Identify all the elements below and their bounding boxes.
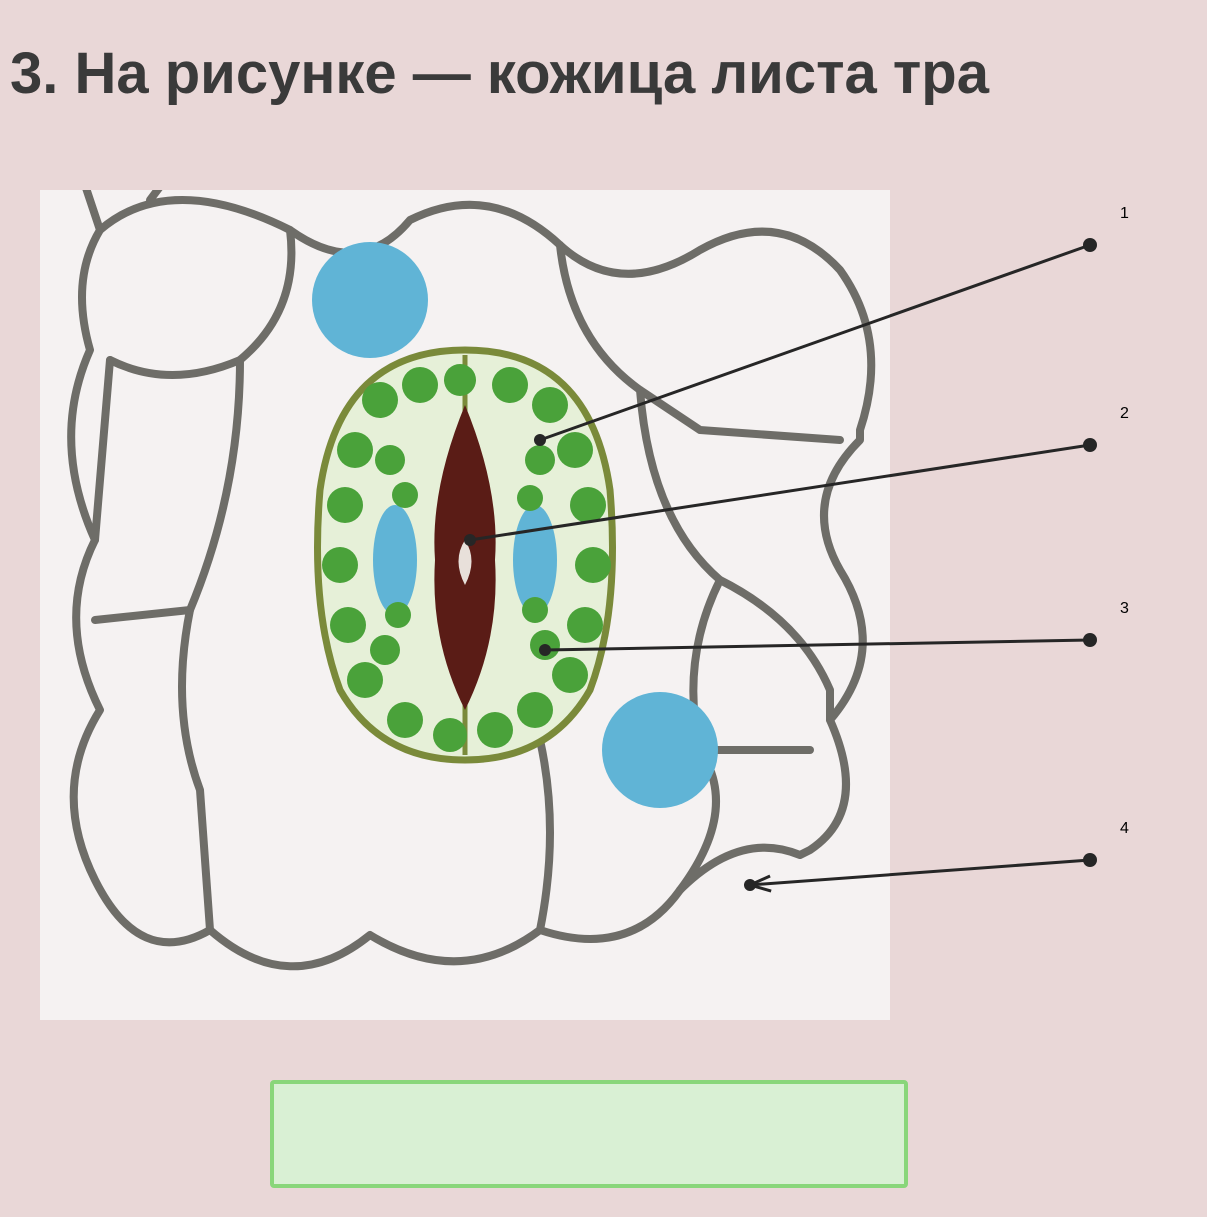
diagram-label-3: 3 [1120,600,1207,618]
chloroplast [525,445,555,475]
chloroplast [347,662,383,698]
chloroplast [492,367,528,403]
chloroplast [375,445,405,475]
chloroplast [532,387,568,423]
chloroplast [477,712,513,748]
chloroplast [575,547,611,583]
diagram-label-4: 4 [1120,820,1207,838]
chloroplast [330,607,366,643]
epidermal-nucleus [602,692,718,808]
chloroplast [362,382,398,418]
chloroplast [444,364,476,396]
diagram-svg [40,190,890,1020]
diagram-label-2: 2 [1120,405,1207,423]
answer-input-frame[interactable] [270,1080,908,1188]
guard-nucleus-left [373,505,417,615]
chloroplast [387,702,423,738]
chloroplast [327,487,363,523]
chloroplast [370,635,400,665]
label-number: 3 [1120,600,1129,618]
chloroplast [552,657,588,693]
question-heading: 3. На рисунке — кожица листа тра [0,40,1207,107]
chloroplast [557,432,593,468]
chloroplast [337,432,373,468]
leaf-epidermis-diagram [40,190,890,1020]
chloroplast [517,692,553,728]
chloroplast [392,482,418,508]
chloroplast [433,718,467,752]
epidermal-nucleus [312,242,428,358]
diagram-label-1: 1 [1120,205,1207,223]
chloroplast [402,367,438,403]
chloroplast [517,485,543,511]
label-number: 1 [1120,205,1129,223]
chloroplast [385,602,411,628]
chloroplast [567,607,603,643]
chloroplast [522,597,548,623]
chloroplast [570,487,606,523]
label-number: 2 [1120,405,1129,423]
chloroplast [530,630,560,660]
chloroplast [322,547,358,583]
label-number: 4 [1120,820,1129,838]
